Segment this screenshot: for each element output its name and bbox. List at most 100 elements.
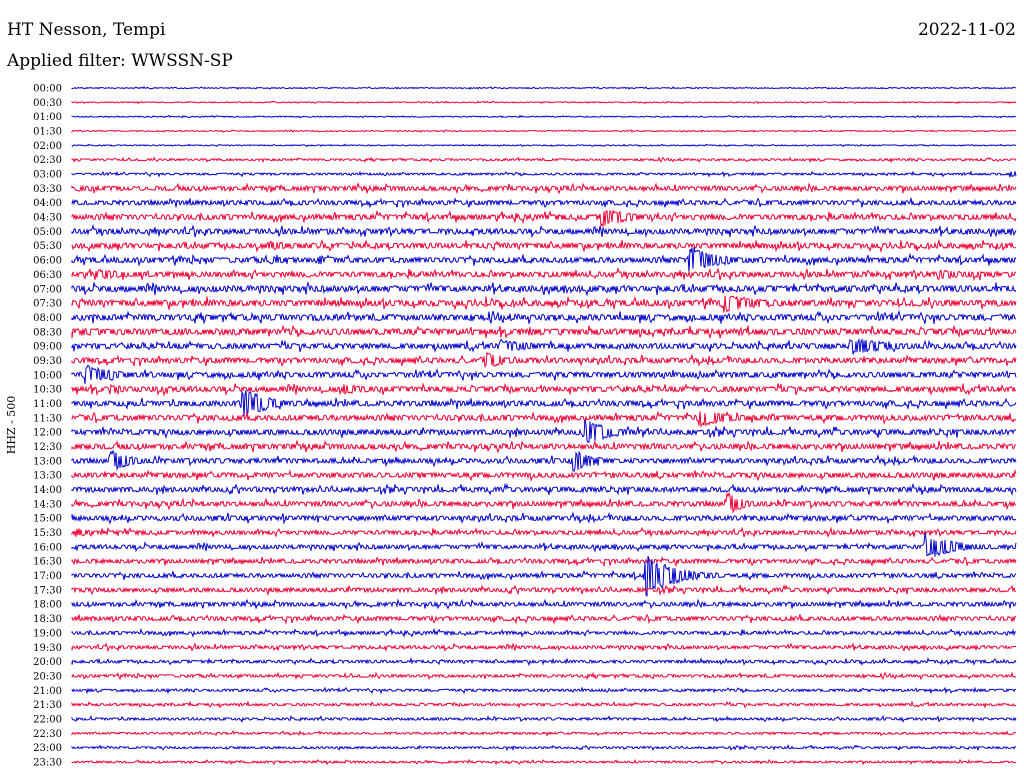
row-time-label: 14:00 bbox=[33, 485, 62, 496]
trace-line-1400 bbox=[71, 482, 1017, 496]
row-time-label: 06:30 bbox=[33, 270, 62, 281]
trace-line-2230 bbox=[71, 729, 1017, 737]
row-time-label: 20:00 bbox=[33, 657, 62, 668]
row-time-label: 06:00 bbox=[33, 256, 62, 267]
trace-line-0000 bbox=[71, 86, 1017, 90]
trace-line-0930 bbox=[71, 351, 1017, 368]
trace-line-0700 bbox=[71, 281, 1017, 297]
trace-line-1930 bbox=[71, 642, 1017, 653]
trace-line-0900 bbox=[71, 337, 1017, 355]
trace-line-1730 bbox=[71, 583, 1017, 597]
trace-line-1130 bbox=[71, 410, 1017, 428]
trace-line-1230 bbox=[71, 439, 1017, 454]
row-time-label: 08:00 bbox=[33, 313, 62, 324]
row-time-label: 02:30 bbox=[33, 155, 62, 166]
trace-line-0300 bbox=[71, 170, 1017, 178]
row-time-label: 07:00 bbox=[33, 284, 62, 295]
trace-line-0400 bbox=[71, 197, 1017, 209]
row-time-label: 07:30 bbox=[33, 299, 62, 310]
trace-line-1330 bbox=[71, 468, 1017, 482]
row-time-label: 00:00 bbox=[33, 84, 62, 95]
trace-line-1430 bbox=[71, 491, 1017, 514]
row-time-label: 17:00 bbox=[33, 571, 62, 582]
trace-line-2100 bbox=[71, 686, 1016, 695]
trace-line-0500 bbox=[71, 224, 1017, 239]
row-time-label: 00:30 bbox=[33, 98, 62, 109]
row-time-label: 12:00 bbox=[33, 428, 62, 439]
row-time-label: 09:00 bbox=[33, 342, 62, 353]
row-time-label: 01:00 bbox=[33, 112, 62, 123]
trace-line-1000 bbox=[71, 364, 1017, 384]
trace-line-1030 bbox=[71, 382, 1017, 397]
trace-line-1530 bbox=[71, 526, 1017, 538]
station-title: HT Nesson, Tempi bbox=[7, 20, 166, 40]
row-time-label: 22:30 bbox=[33, 729, 62, 740]
trace-line-0030 bbox=[71, 100, 1017, 105]
trace-line-0100 bbox=[71, 114, 1017, 119]
trace-line-0630 bbox=[71, 267, 1017, 282]
row-time-label: 18:00 bbox=[33, 600, 62, 611]
row-time-label: 16:00 bbox=[33, 542, 62, 553]
row-time-label: 04:00 bbox=[33, 198, 62, 209]
row-time-label: 15:30 bbox=[33, 528, 62, 539]
trace-line-2200 bbox=[71, 714, 1017, 723]
row-time-label: 11:00 bbox=[33, 399, 62, 410]
row-time-label: 03:00 bbox=[33, 170, 62, 181]
row-time-label: 14:30 bbox=[33, 499, 62, 510]
row-time-label: 08:30 bbox=[33, 327, 62, 338]
row-time-label: 09:30 bbox=[33, 356, 62, 367]
row-time-label: 19:00 bbox=[33, 628, 62, 639]
trace-line-2030 bbox=[71, 671, 1016, 681]
trace-line-1200 bbox=[71, 419, 1017, 443]
row-time-label: 19:30 bbox=[33, 643, 62, 654]
trace-line-0200 bbox=[71, 143, 1017, 148]
row-time-label: 16:30 bbox=[33, 557, 62, 568]
trace-line-1100 bbox=[71, 390, 1017, 417]
trace-line-1500 bbox=[71, 511, 1017, 525]
trace-line-0330 bbox=[71, 182, 1017, 195]
row-time-label: 21:30 bbox=[33, 700, 62, 711]
trace-line-0130 bbox=[71, 129, 1017, 134]
trace-line-1800 bbox=[71, 598, 1017, 610]
row-time-label: 10:00 bbox=[33, 370, 62, 381]
trace-line-0830 bbox=[71, 324, 1017, 340]
row-time-label: 15:00 bbox=[33, 514, 62, 525]
row-time-label: 22:00 bbox=[33, 714, 62, 725]
row-time-label: 05:30 bbox=[33, 241, 62, 252]
trace-rows: 00:00 00:30 01:00 01:30 02:00 02:30 03:00 03:30… bbox=[33, 84, 1017, 768]
row-time-label: 21:00 bbox=[33, 686, 62, 697]
trace-line-2130 bbox=[71, 700, 1017, 709]
row-time-label: 20:30 bbox=[33, 671, 62, 682]
row-time-label: 04:30 bbox=[33, 213, 62, 224]
trace-line-1830 bbox=[71, 613, 1017, 625]
filter-label: Applied filter: WWSSN-SP bbox=[7, 51, 233, 71]
row-time-label: 05:00 bbox=[33, 227, 62, 238]
trace-line-2000 bbox=[71, 656, 1017, 667]
trace-line-1300 bbox=[71, 449, 1017, 472]
trace-line-1900 bbox=[71, 627, 1016, 638]
row-time-label: 13:30 bbox=[33, 471, 62, 482]
row-time-label: 03:30 bbox=[33, 184, 62, 195]
date-label: 2022-11-02 bbox=[917, 20, 1016, 40]
trace-line-0530 bbox=[71, 238, 1017, 254]
row-time-label: 23:30 bbox=[33, 757, 62, 768]
row-time-label: 23:00 bbox=[33, 743, 62, 754]
row-time-label: 17:30 bbox=[33, 585, 62, 596]
trace-line-1700 bbox=[71, 555, 1017, 597]
row-time-label: 01:30 bbox=[33, 127, 62, 138]
row-time-label: 11:30 bbox=[33, 413, 62, 424]
row-time-label: 18:30 bbox=[33, 614, 62, 625]
row-time-label: 12:30 bbox=[33, 442, 62, 453]
trace-line-2330 bbox=[71, 758, 1017, 766]
trace-line-0600 bbox=[71, 246, 1017, 272]
trace-line-0730 bbox=[71, 295, 1017, 313]
row-time-label: 02:00 bbox=[33, 141, 62, 152]
row-time-label: 10:30 bbox=[33, 385, 62, 396]
trace-line-1630 bbox=[71, 556, 1017, 568]
trace-line-1600 bbox=[71, 533, 1017, 557]
row-time-label: 13:00 bbox=[33, 456, 62, 467]
trace-line-2300 bbox=[71, 744, 1017, 752]
trace-line-0230 bbox=[71, 156, 1017, 164]
channel-axis-label: HHZ - 500 bbox=[5, 396, 18, 455]
